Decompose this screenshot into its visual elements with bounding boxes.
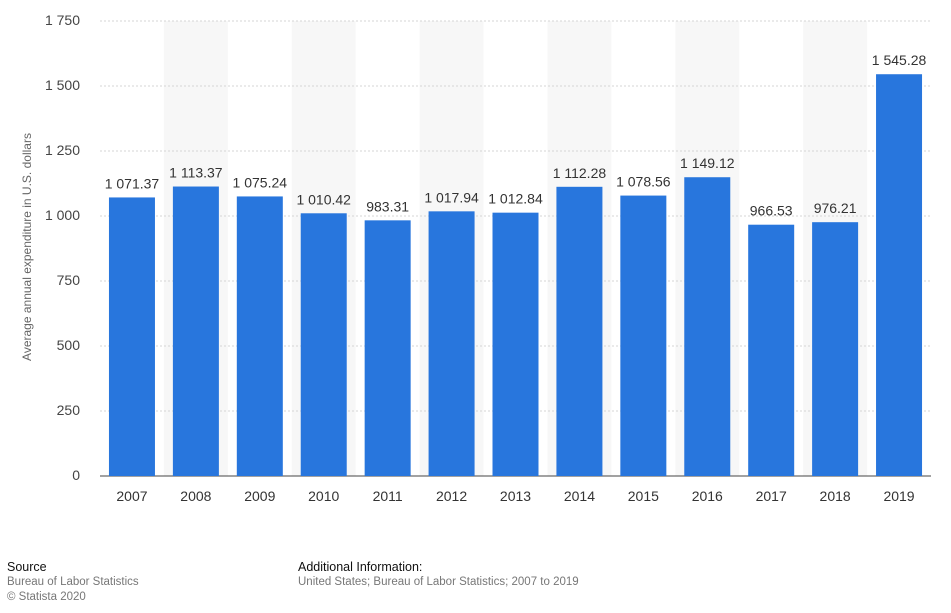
y-tick-label: 500 (57, 337, 81, 353)
bar-value-label: 1 017.94 (424, 189, 479, 205)
x-tick-label: 2015 (628, 488, 659, 504)
bar-value-label: 1 545.28 (872, 52, 927, 68)
x-tick-label: 2012 (436, 488, 467, 504)
bars (108, 74, 923, 477)
bar-value-label: 1 149.12 (680, 155, 735, 171)
bar-2012 (428, 211, 475, 476)
copyright-line: © Statista 2020 (7, 591, 86, 603)
x-tick-label: 2011 (373, 488, 403, 504)
x-tick-label: 2008 (180, 488, 211, 504)
y-tick-label: 750 (57, 272, 81, 288)
bar-value-label: 966.53 (750, 203, 793, 219)
bar-value-label: 976.21 (814, 200, 857, 216)
y-tick-label: 1 250 (45, 142, 80, 158)
x-tick-label: 2013 (500, 488, 531, 504)
bar-value-label: 1 012.84 (488, 191, 543, 207)
bar-2010 (300, 213, 347, 476)
bar-value-label: 983.31 (366, 198, 409, 214)
bar-2015 (620, 195, 667, 476)
x-tick-label: 2018 (820, 488, 851, 504)
bar-2013 (492, 212, 539, 476)
bar-2019 (876, 74, 923, 476)
y-tick-label: 1 000 (45, 207, 80, 223)
bar-2007 (108, 197, 155, 477)
additional-info-text: United States; Bureau of Labor Statistic… (298, 576, 579, 588)
bar-value-label: 1 010.42 (296, 191, 351, 207)
x-tick-label: 2009 (244, 488, 275, 504)
bar-value-label: 1 113.37 (169, 165, 223, 181)
x-tick-label: 2017 (756, 488, 787, 504)
x-tick-label: 2010 (308, 488, 339, 504)
bar-value-labels: 1 071.37 1 113.37 1 075.24 1 010.42 983.31 1 … (105, 52, 927, 218)
y-axis-tick-labels: 0 250 500 750 1 000 1 250 1 500 1 750 (45, 12, 80, 483)
y-axis-label: Average annual expenditure in U.S. dolla… (20, 133, 34, 361)
bar-value-label: 1 075.24 (233, 174, 288, 190)
x-tick-label: 2014 (564, 488, 595, 504)
bar-2016 (684, 177, 731, 476)
bar-2017 (748, 224, 795, 476)
bar-value-label: 1 078.56 (616, 174, 671, 190)
x-tick-label: 2007 (116, 488, 147, 504)
y-tick-label: 1 500 (45, 77, 80, 93)
bar-2009 (236, 196, 283, 476)
bar-2011 (364, 220, 411, 476)
source-line: Bureau of Labor Statistics (7, 576, 139, 588)
bar-value-label: 1 112.28 (553, 165, 607, 181)
footer-additional-info: Additional Information: United States; B… (298, 560, 579, 590)
x-tick-label: 2019 (883, 488, 914, 504)
footer-source: Source Bureau of Labor Statistics © Stat… (7, 560, 139, 605)
x-tick-label: 2016 (692, 488, 723, 504)
bar-2014 (556, 186, 603, 477)
x-axis-tick-labels: 2007 2008 2009 2010 2011 2012 2013 2014 2015 2016… (116, 488, 914, 504)
bar-value-label: 1 071.37 (105, 175, 160, 191)
additional-info-heading: Additional Information: (298, 560, 423, 574)
y-tick-label: 250 (57, 402, 81, 418)
y-tick-label: 0 (72, 467, 80, 483)
bar-2018 (812, 222, 859, 476)
y-tick-label: 1 750 (45, 12, 80, 28)
bar-2008 (172, 186, 219, 476)
source-heading: Source (7, 560, 47, 574)
